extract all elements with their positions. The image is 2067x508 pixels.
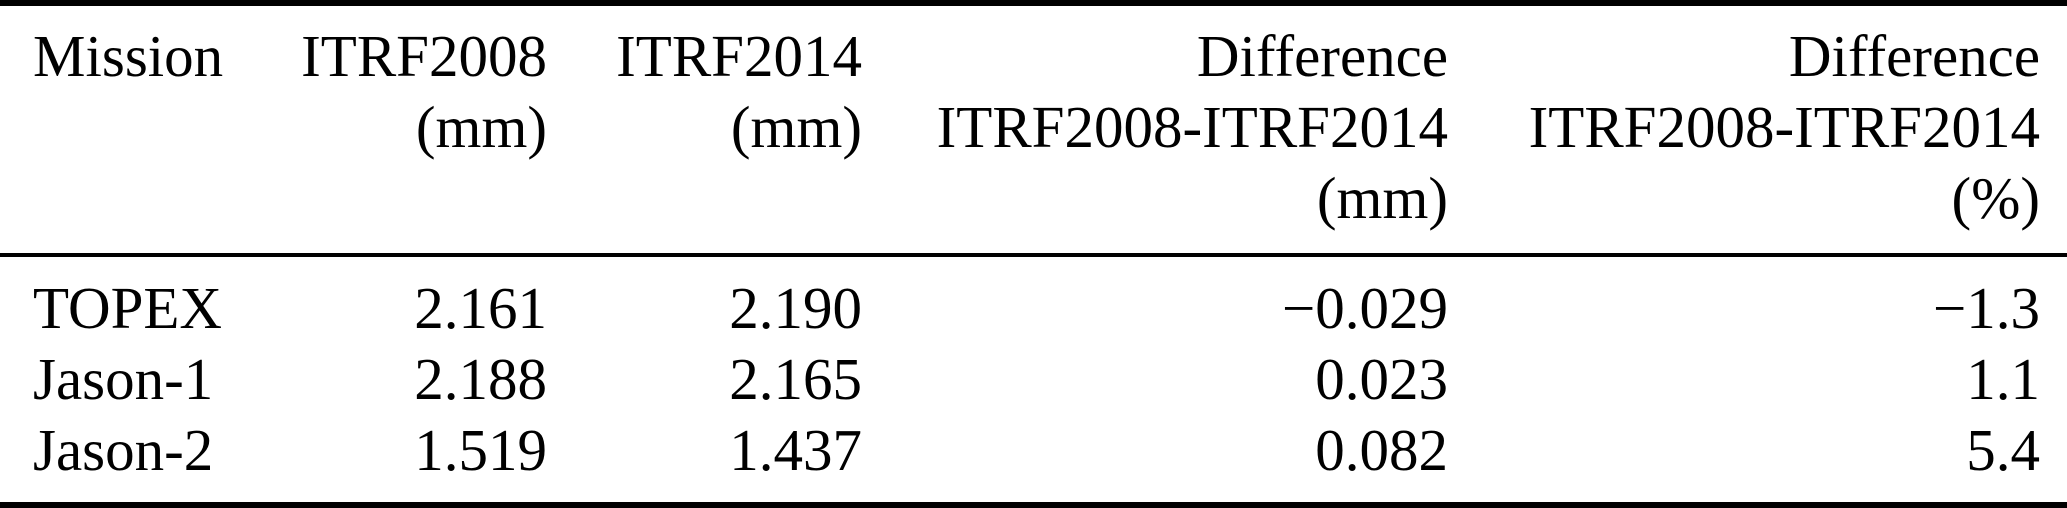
- cell-mission: TOPEX: [33, 275, 223, 341]
- header-difference-pct: Difference ITRF2008-ITRF2014 (%): [1448, 3, 2067, 257]
- table-row-topex: TOPEX 2.161 2.190 −0.029 −1.3: [0, 255, 2067, 344]
- cell-difference-pct: 5.4: [1966, 417, 2040, 483]
- cell-difference-mm: −0.029: [1281, 275, 1448, 341]
- cell-itrf2008-mm: 2.161: [414, 275, 547, 341]
- header-mission-label: Mission: [33, 23, 224, 89]
- cell-itrf2014-mm: 2.165: [729, 346, 862, 412]
- cell-difference-pct: −1.3: [1932, 275, 2040, 341]
- table-row-jason2: Jason-2 1.519 1.437 0.082 5.4: [0, 415, 2067, 505]
- header-difference-pct-label: Difference: [1788, 23, 2040, 89]
- header-difference-pct-unit: (%): [1951, 165, 2040, 231]
- table-row-jason1: Jason-1 2.188 2.165 0.023 1.1: [0, 344, 2067, 415]
- table-header-row: Mission ITRF2008 (mm) ITRF2014 (mm) Diff…: [0, 3, 2067, 257]
- header-itrf2014: ITRF2014 (mm): [547, 3, 862, 257]
- header-itrf2008: ITRF2008 (mm): [290, 3, 547, 257]
- cell-itrf2014-mm: 2.190: [729, 275, 862, 341]
- header-difference-mm: Difference ITRF2008-ITRF2014 (mm): [862, 3, 1448, 257]
- cell-difference-mm: 0.023: [1315, 346, 1448, 412]
- cell-itrf2008-mm: 2.188: [414, 346, 547, 412]
- header-difference-mm-sublabel: ITRF2008-ITRF2014: [936, 94, 1448, 160]
- header-difference-mm-unit: (mm): [1316, 165, 1448, 231]
- header-mission: Mission: [0, 3, 290, 257]
- header-itrf2008-unit: (mm): [415, 94, 547, 160]
- header-itrf2014-label: ITRF2014: [616, 23, 862, 89]
- header-difference-mm-label: Difference: [1196, 23, 1448, 89]
- cell-itrf2014-mm: 1.437: [729, 417, 862, 483]
- cell-itrf2008-mm: 1.519: [414, 417, 547, 483]
- cell-mission: Jason-1: [33, 346, 214, 412]
- cell-difference-mm: 0.082: [1315, 417, 1448, 483]
- cell-mission: Jason-2: [33, 417, 214, 483]
- header-difference-pct-sublabel: ITRF2008-ITRF2014: [1528, 94, 2040, 160]
- header-itrf2008-label: ITRF2008: [301, 23, 547, 89]
- cell-difference-pct: 1.1: [1966, 346, 2040, 412]
- header-itrf2014-unit: (mm): [730, 94, 862, 160]
